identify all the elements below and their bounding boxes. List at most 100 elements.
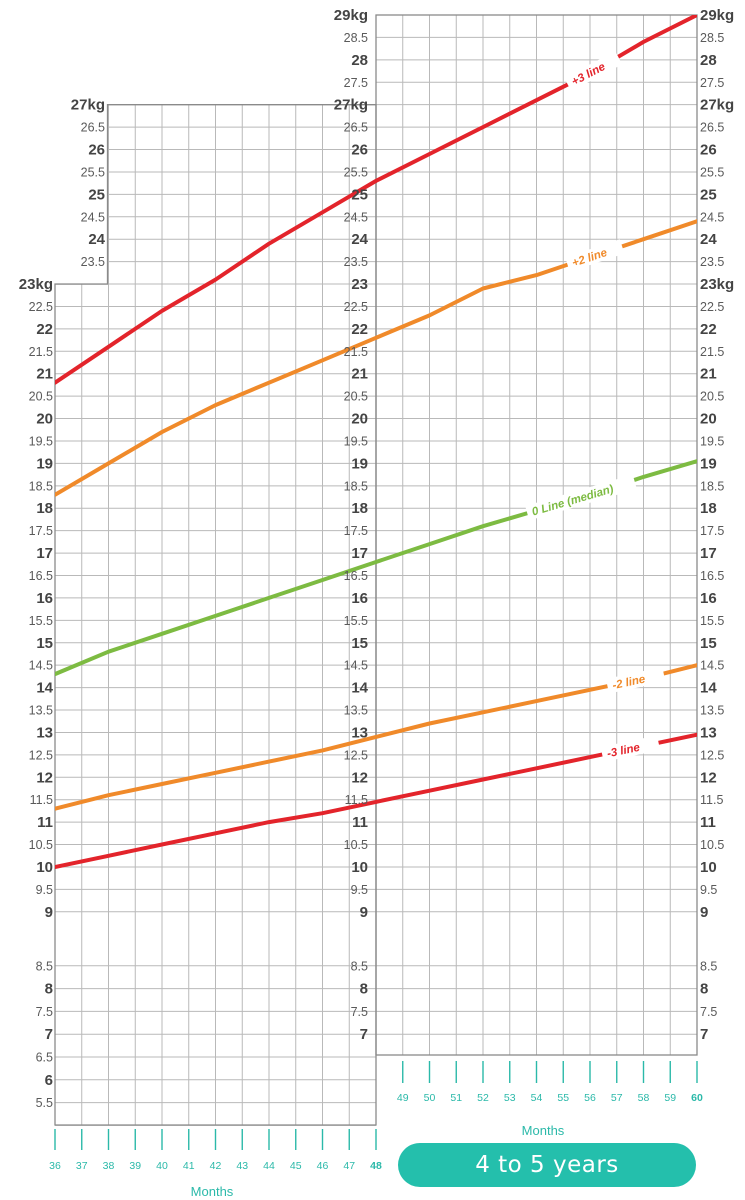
- y-tick-label: 11: [700, 814, 716, 831]
- y-tick-label: 22.5: [344, 300, 368, 314]
- y-tick-label: 9.5: [351, 883, 368, 897]
- y-tick-label: 28.5: [700, 31, 724, 45]
- y-tick-label: 14.5: [700, 659, 724, 673]
- y-tick-label: 16: [700, 590, 717, 607]
- y-tick-label: 15: [36, 635, 53, 652]
- age-range-badge: 4 to 5 years: [398, 1143, 696, 1187]
- y-tick-label: 20.5: [29, 390, 53, 404]
- y-tick-label: 17.5: [700, 524, 724, 538]
- chart-grid: [54, 14, 698, 1126]
- line-label-bg: [600, 735, 661, 762]
- y-tick-label: 11.5: [30, 793, 53, 807]
- y-tick-label: 17.5: [29, 524, 53, 538]
- x-tick-label: 48: [370, 1160, 382, 1172]
- y-tick-label: 15.5: [344, 614, 368, 628]
- y-tick-label: 9: [360, 904, 368, 921]
- y-tick-label: 14: [700, 680, 717, 697]
- y-tick-label: 26.5: [344, 121, 368, 135]
- y-tick-label: 7: [700, 1026, 708, 1043]
- series-line: [55, 335, 377, 497]
- series-line: [55, 178, 377, 385]
- y-tick-label: 26: [351, 142, 368, 159]
- y-tick-label: 22.5: [29, 300, 53, 314]
- x-tick-labels: 36 37 38 39 40 41 42 43 44 45 46 47 48 49 50 51 52 53 54 55…: [49, 1061, 703, 1172]
- y-tick-label: 10: [351, 859, 368, 876]
- x-tick-label: 37: [76, 1160, 88, 1172]
- y-tick-label: 20: [351, 411, 368, 428]
- y-tick-label: 15.5: [29, 614, 53, 628]
- y-tick-label: 10.5: [700, 838, 724, 852]
- y-tick-label: 12: [36, 769, 53, 786]
- y-tick-label: 19: [700, 455, 717, 472]
- line-label-group: 0 Line (median): [525, 474, 637, 521]
- y-tick-label: 16.5: [344, 569, 368, 583]
- y-tick-label: 26.5: [81, 121, 105, 135]
- y-tick-label: 29kg: [334, 7, 368, 24]
- y-tick-label: 8.5: [36, 959, 53, 973]
- x-tick-label: 55: [557, 1092, 569, 1104]
- y-tick-label: 20: [700, 411, 717, 428]
- line-label-bg: [525, 474, 637, 521]
- y-tick-label: 21: [700, 366, 717, 383]
- x-tick-label: 51: [450, 1092, 462, 1104]
- x-tick-label: 54: [531, 1092, 543, 1104]
- y-tick-label: 7: [360, 1026, 368, 1043]
- y-tick-label: 13.5: [700, 704, 724, 718]
- line-label-group: -2 line: [605, 667, 666, 694]
- y-tick-label: 22: [36, 321, 53, 338]
- x-tick-label: 53: [504, 1092, 516, 1104]
- y-tick-label: 26: [88, 142, 105, 159]
- y-tick-label: 8: [45, 981, 53, 998]
- y-tick-label: 25: [88, 186, 105, 203]
- y-tick-label: 7.5: [36, 1005, 53, 1019]
- y-tick-label: 8.5: [700, 959, 717, 973]
- x-tick-label: 45: [290, 1160, 302, 1172]
- y-tick-label: 12: [700, 769, 717, 786]
- x-tick-label: 49: [397, 1092, 409, 1104]
- y-tick-label: 7: [45, 1026, 53, 1043]
- y-tick-label: 23kg: [700, 276, 734, 293]
- y-tick-label: 12.5: [29, 748, 53, 762]
- y-tick-label: 21.5: [700, 345, 724, 359]
- y-tick-label: 21.5: [29, 345, 53, 359]
- series-line: [55, 560, 377, 677]
- y-tick-label: 19.5: [29, 434, 53, 448]
- line-label-bg: [564, 51, 623, 92]
- y-tick-label: 22.5: [700, 300, 724, 314]
- y-tick-label: 10.5: [344, 838, 368, 852]
- y-tick-label: 16.5: [29, 569, 53, 583]
- y-tick-label: 25: [700, 186, 717, 203]
- y-tick-label: 11: [352, 814, 368, 831]
- x-axis-label-left: Months: [191, 1184, 234, 1199]
- x-tick-label: 58: [638, 1092, 650, 1104]
- y-tick-label: 28: [700, 52, 717, 69]
- y-tick-label: 17: [351, 545, 368, 562]
- chart-lines: [55, 15, 697, 869]
- y-tick-label: 11: [37, 814, 53, 831]
- y-tick-label: 28: [351, 52, 368, 69]
- y-tick-label: 7.5: [351, 1005, 368, 1019]
- y-tick-label: 10: [700, 859, 717, 876]
- series-line: [376, 219, 697, 340]
- y-tick-label: 8: [700, 981, 708, 998]
- y-tick-label: 19.5: [344, 434, 368, 448]
- x-tick-label: 36: [49, 1160, 61, 1172]
- y-tick-label: 12.5: [700, 748, 724, 762]
- y-tick-label: 17: [700, 545, 717, 562]
- x-tick-label: 60: [691, 1092, 703, 1104]
- y-tick-label: 20.5: [700, 390, 724, 404]
- y-tick-label: 24.5: [81, 210, 105, 224]
- y-tick-label: 15.5: [700, 614, 724, 628]
- y-tick-label: 27kg: [700, 97, 734, 114]
- x-tick-label: 43: [236, 1160, 248, 1172]
- y-tick-label: 9.5: [36, 883, 53, 897]
- x-tick-label: 56: [584, 1092, 596, 1104]
- y-tick-label: 18: [351, 500, 368, 517]
- y-tick-label: 12: [351, 769, 368, 786]
- right-panel-frame: [375, 14, 698, 1056]
- y-tick-label: 27.5: [344, 76, 368, 90]
- y-tick-label: 19: [36, 455, 53, 472]
- y-tick-labels: 23kg 22.5 22 21.5 21 20.5 20 19.5 19 18.5 18 17.5 17…: [19, 7, 734, 1110]
- y-tick-label: 22: [351, 321, 368, 338]
- y-tick-label: 18: [700, 500, 717, 517]
